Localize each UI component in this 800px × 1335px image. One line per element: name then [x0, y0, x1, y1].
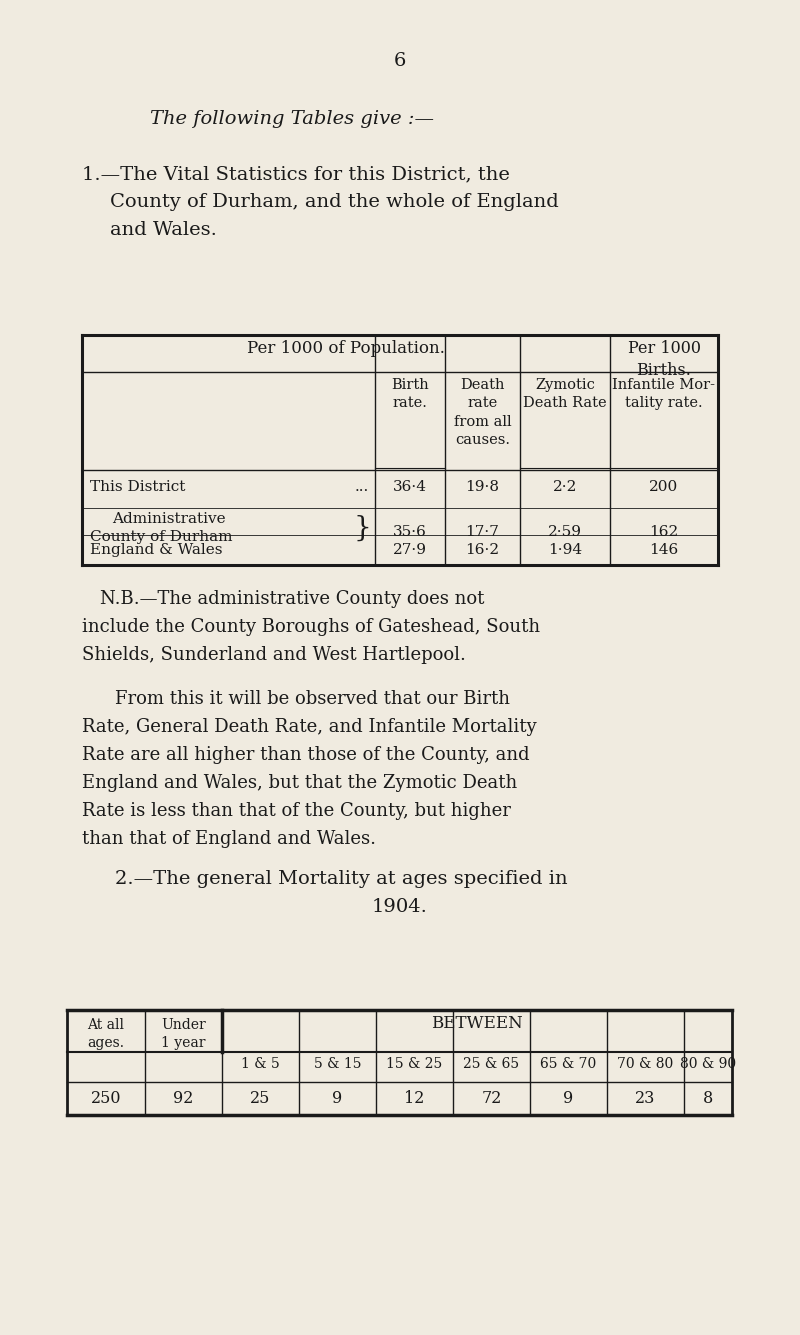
Text: 5 & 15: 5 & 15	[314, 1057, 362, 1071]
Text: than that of England and Wales.: than that of England and Wales.	[82, 830, 376, 848]
Text: 1 & 5: 1 & 5	[241, 1057, 280, 1071]
Text: 6: 6	[394, 52, 406, 69]
Text: England & Wales: England & Wales	[90, 543, 222, 557]
Text: 16·2: 16·2	[466, 543, 499, 557]
Text: 92: 92	[174, 1089, 194, 1107]
Text: Birth
rate.: Birth rate.	[391, 378, 429, 410]
Text: 80 & 90: 80 & 90	[680, 1057, 736, 1071]
Text: N.B.—The administrative County does not: N.B.—The administrative County does not	[100, 590, 484, 607]
Text: 25: 25	[250, 1089, 270, 1107]
Text: BETWEEN: BETWEEN	[431, 1015, 523, 1032]
Text: 65 & 70: 65 & 70	[540, 1057, 597, 1071]
Text: 9: 9	[332, 1089, 342, 1107]
Text: 1904.: 1904.	[372, 898, 428, 916]
Text: Under
1 year: Under 1 year	[161, 1019, 206, 1051]
Text: 12: 12	[404, 1089, 425, 1107]
Text: 35·6: 35·6	[393, 525, 427, 539]
Text: Administrative: Administrative	[112, 513, 226, 526]
Text: 70 & 80: 70 & 80	[618, 1057, 674, 1071]
Text: ...: ...	[354, 481, 369, 494]
Text: 162: 162	[650, 525, 678, 539]
Text: This District: This District	[90, 481, 186, 494]
Text: Zymotic
Death Rate: Zymotic Death Rate	[523, 378, 607, 410]
Text: 17·7: 17·7	[466, 525, 499, 539]
Text: 8: 8	[703, 1089, 713, 1107]
Text: Infantile Mor-
tality rate.: Infantile Mor- tality rate.	[613, 378, 715, 410]
Text: }: }	[354, 515, 371, 542]
Text: 72: 72	[482, 1089, 502, 1107]
Text: 9: 9	[563, 1089, 574, 1107]
Text: 1.—The Vital Statistics for this District, the: 1.—The Vital Statistics for this Distric…	[82, 166, 510, 183]
Text: County of Durham, and the whole of England: County of Durham, and the whole of Engla…	[110, 194, 558, 211]
Text: Per 1000 of Population.: Per 1000 of Population.	[247, 340, 445, 356]
Text: 36·4: 36·4	[393, 481, 427, 494]
Text: 2.—The general Mortality at ages specified in: 2.—The general Mortality at ages specifi…	[115, 870, 568, 888]
Text: Per 1000
Births.: Per 1000 Births.	[627, 340, 701, 379]
Text: 23: 23	[635, 1089, 656, 1107]
Text: include the County Boroughs of Gateshead, South: include the County Boroughs of Gateshead…	[82, 618, 540, 635]
Text: 25 & 65: 25 & 65	[463, 1057, 519, 1071]
Text: 2·59: 2·59	[548, 525, 582, 539]
Text: From this it will be observed that our Birth: From this it will be observed that our B…	[115, 690, 510, 708]
Text: Death
rate
from all
causes.: Death rate from all causes.	[454, 378, 511, 447]
Text: At all
ages.: At all ages.	[87, 1019, 125, 1051]
Text: 250: 250	[90, 1089, 122, 1107]
Text: and Wales.: and Wales.	[110, 222, 217, 239]
Text: 200: 200	[650, 481, 678, 494]
Text: England and Wales, but that the Zymotic Death: England and Wales, but that the Zymotic …	[82, 774, 518, 792]
Text: Rate are all higher than those of the County, and: Rate are all higher than those of the Co…	[82, 746, 530, 764]
Text: Shields, Sunderland and West Hartlepool.: Shields, Sunderland and West Hartlepool.	[82, 646, 466, 663]
Text: 15 & 25: 15 & 25	[386, 1057, 442, 1071]
Text: 1·94: 1·94	[548, 543, 582, 557]
Text: Rate is less than that of the County, but higher: Rate is less than that of the County, bu…	[82, 802, 511, 820]
Text: Rate, General Death Rate, and Infantile Mortality: Rate, General Death Rate, and Infantile …	[82, 718, 537, 736]
Text: 27·9: 27·9	[393, 543, 427, 557]
Text: 2·2: 2·2	[553, 481, 577, 494]
Text: 19·8: 19·8	[466, 481, 499, 494]
Text: County of Durham: County of Durham	[90, 530, 233, 543]
Text: 146: 146	[650, 543, 678, 557]
Text: The following Tables give :—: The following Tables give :—	[150, 109, 434, 128]
